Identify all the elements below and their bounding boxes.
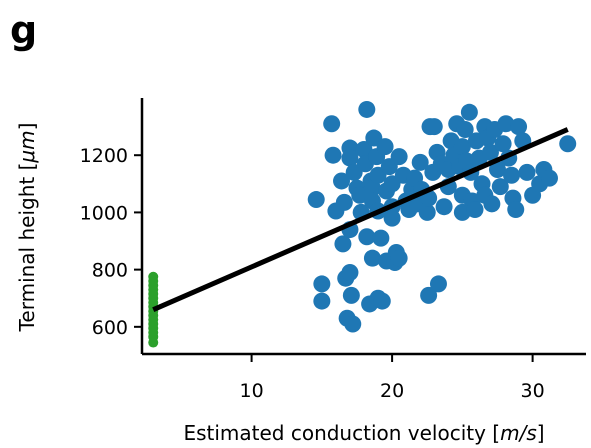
blue-point [411,153,429,171]
blue-point [456,120,474,138]
blue-point [307,191,325,209]
blue-point [333,172,351,190]
x-tick-label: 30 [521,380,545,402]
blue-point [341,149,359,167]
panel-label: g [10,8,38,52]
blue-point [503,166,521,184]
x-axis-label: Estimated conduction velocity [m/s] [183,421,544,445]
blue-point [324,146,342,164]
y-tick-label: 1000 [80,202,128,224]
blue-point [491,178,509,196]
blue-point [481,143,499,161]
blue-point [483,195,501,213]
blue-point [453,203,471,221]
points-layer [148,100,577,348]
y-tick-label: 1200 [80,145,128,167]
blue-point [363,249,381,267]
blue-point [335,193,353,211]
blue-point [420,286,438,304]
blue-point [323,115,341,133]
regression-line [152,127,569,312]
blue-point [429,275,447,293]
blue-point [507,201,525,219]
blue-point [376,138,394,156]
blue-point [497,115,515,133]
blue-point [390,148,408,166]
blue-point [425,118,443,136]
blue-point [494,135,512,153]
blue-point [313,275,331,293]
blue-point [559,135,577,153]
ticks-layer: 600 800 1000 1200 10 20 30 [80,145,545,402]
x-tick-label: 10 [240,380,264,402]
blue-point [334,235,352,253]
blue-point [453,138,471,156]
blue-point [341,263,359,281]
blue-point [418,203,436,221]
blue-point [313,292,331,310]
blue-point [351,186,369,204]
blue-point [540,169,558,187]
y-tick-label: 800 [92,260,128,282]
blue-point [383,209,401,227]
blue-point [435,198,453,216]
blue-point [358,100,376,118]
blue-point [460,103,478,121]
blue-point [344,315,362,333]
y-axis-label: Terminal height [μm] [15,123,39,333]
blue-point [466,201,484,219]
green-point [148,271,159,282]
blue-point [358,228,376,246]
blue-point [510,118,528,136]
blue-point [373,292,391,310]
blue-point [488,161,506,179]
blue-point [518,163,536,181]
y-tick-label: 600 [92,317,128,339]
blue-point [372,229,390,247]
blue-point [390,249,408,267]
blue-point [342,286,360,304]
x-tick-label: 20 [380,380,404,402]
blue-point [363,179,381,197]
blue-point [355,140,373,158]
